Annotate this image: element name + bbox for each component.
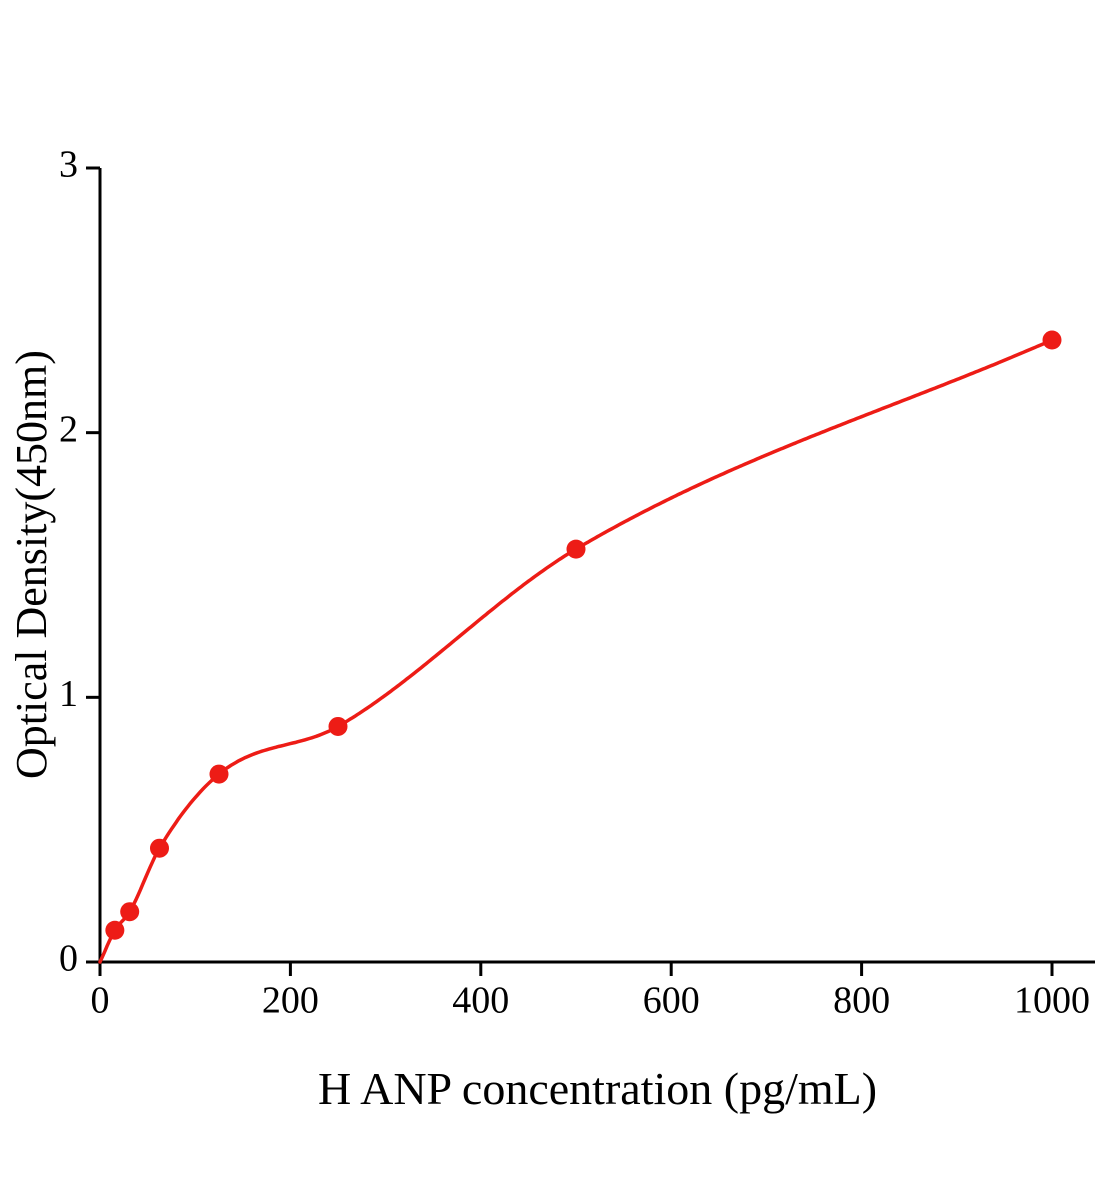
y-axis-title: Optical Density(450nm) [7, 350, 56, 780]
data-point [566, 539, 586, 559]
data-point [328, 716, 348, 736]
x-tick-label: 0 [91, 979, 110, 1021]
y-tick-label: 0 [59, 938, 78, 980]
x-tick-label: 200 [262, 979, 319, 1021]
data-point [150, 838, 169, 858]
x-axis-title: H ANP concentration (pg/mL) [317, 1063, 878, 1114]
x-tick-label: 400 [452, 979, 509, 1021]
data-point [1042, 330, 1062, 350]
y-tick-label: 1 [59, 673, 78, 715]
y-tick-label: 3 [59, 144, 78, 186]
data-point [120, 902, 140, 922]
y-tick-label: 2 [59, 408, 78, 450]
data-point [105, 920, 125, 940]
data-point [209, 764, 229, 784]
x-tick-label: 600 [643, 979, 700, 1021]
x-tick-label: 1000 [1014, 979, 1090, 1021]
fit-curve [98, 338, 1054, 964]
x-tick-label: 800 [833, 979, 890, 1021]
